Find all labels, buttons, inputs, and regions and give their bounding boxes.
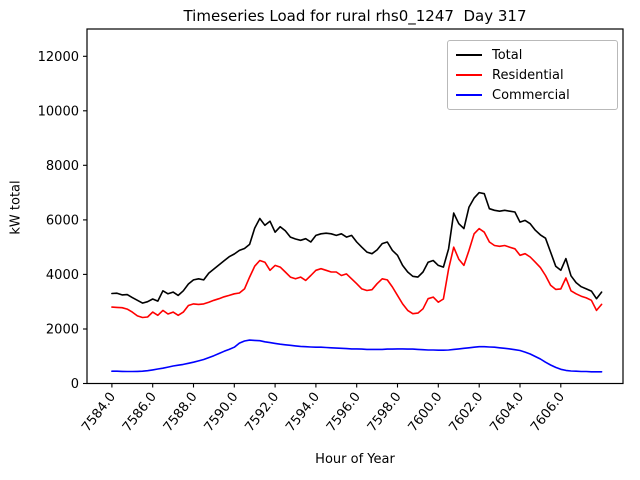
legend-label-total: Total: [492, 47, 523, 63]
svg-text:7588.0: 7588.0: [161, 390, 201, 435]
legend-entry-commercial: Commercial: [456, 89, 609, 102]
total-line-swatch: [456, 54, 482, 56]
legend-entry-total: Total: [456, 49, 609, 62]
svg-text:7604.0: 7604.0: [487, 390, 527, 435]
svg-text:7594.0: 7594.0: [283, 390, 323, 435]
svg-text:7600.0: 7600.0: [406, 390, 446, 435]
y-axis-label: kW total: [8, 180, 24, 235]
svg-text:10000: 10000: [38, 104, 79, 119]
svg-text:0: 0: [71, 377, 79, 392]
svg-text:4000: 4000: [46, 268, 79, 283]
legend-label-residential: Residential: [492, 67, 564, 83]
commercial-line-swatch: [456, 94, 482, 96]
svg-text:7596.0: 7596.0: [324, 390, 364, 435]
svg-text:2000: 2000: [46, 323, 79, 338]
svg-text:7590.0: 7590.0: [202, 390, 242, 435]
residential-line-swatch: [456, 74, 482, 76]
svg-text:7584.0: 7584.0: [79, 390, 119, 435]
svg-text:7592.0: 7592.0: [242, 390, 282, 435]
x-axis-label: Hour of Year: [315, 452, 395, 467]
svg-text:7606.0: 7606.0: [528, 390, 568, 435]
legend: Total Residential Commercial: [447, 40, 618, 110]
svg-text:8000: 8000: [46, 159, 79, 174]
svg-text:6000: 6000: [46, 213, 79, 228]
svg-text:7602.0: 7602.0: [447, 390, 487, 435]
svg-text:7598.0: 7598.0: [365, 390, 405, 435]
legend-entry-residential: Residential: [456, 69, 609, 82]
svg-text:12000: 12000: [38, 50, 79, 65]
legend-label-commercial: Commercial: [492, 87, 570, 103]
chart-title: Timeseries Load for rural rhs0_1247 Day …: [183, 7, 527, 25]
svg-text:7586.0: 7586.0: [120, 390, 160, 435]
